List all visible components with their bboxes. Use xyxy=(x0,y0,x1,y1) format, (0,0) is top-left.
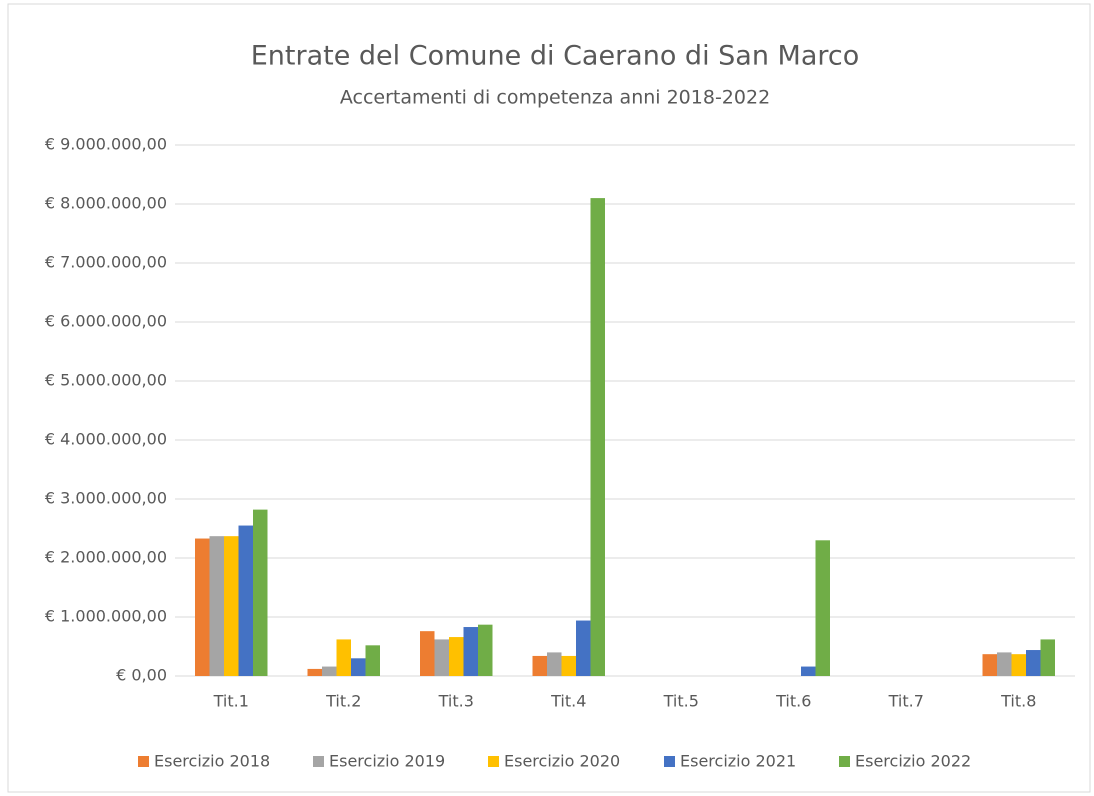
legend-swatch xyxy=(138,756,149,767)
x-tick-label: Tit.4 xyxy=(550,692,586,711)
x-tick-label: Tit.5 xyxy=(663,692,699,711)
x-tick-label: Tit.8 xyxy=(1000,692,1036,711)
legend-label: Esercizio 2021 xyxy=(680,752,796,771)
y-tick-label: € 4.000.000,00 xyxy=(45,430,167,449)
bar xyxy=(590,198,605,676)
bar xyxy=(478,624,493,676)
bar xyxy=(576,620,591,676)
y-tick-label: € 9.000.000,00 xyxy=(45,135,167,154)
bar xyxy=(997,652,1012,676)
legend-label: Esercizio 2018 xyxy=(154,752,270,771)
legend-label: Esercizio 2022 xyxy=(855,752,971,771)
legend-swatch xyxy=(664,756,675,767)
bar xyxy=(982,654,997,676)
chart-title: Entrate del Comune di Caerano di San Mar… xyxy=(251,41,860,72)
bar xyxy=(449,637,464,676)
y-tick-label: € 3.000.000,00 xyxy=(45,489,167,508)
legend-label: Esercizio 2020 xyxy=(504,752,620,771)
y-tick-label: € 0,00 xyxy=(116,666,167,685)
bar xyxy=(209,536,224,676)
x-tick-label: Tit.6 xyxy=(775,692,811,711)
bar xyxy=(1040,639,1055,676)
bar xyxy=(434,639,449,676)
x-tick-label: Tit.2 xyxy=(325,692,361,711)
bar xyxy=(1011,654,1026,676)
bar xyxy=(532,655,547,676)
bar xyxy=(420,631,435,676)
bar xyxy=(463,627,478,676)
bar xyxy=(815,540,830,676)
bar xyxy=(351,658,366,676)
bar xyxy=(322,666,337,676)
legend-swatch xyxy=(313,756,324,767)
bar xyxy=(307,668,322,676)
bar xyxy=(365,645,380,676)
x-tick-label: Tit.7 xyxy=(888,692,924,711)
bar xyxy=(224,536,239,676)
y-tick-label: € 2.000.000,00 xyxy=(45,548,167,567)
bar xyxy=(801,666,816,676)
legend-swatch xyxy=(488,756,499,767)
x-tick-label: Tit.1 xyxy=(213,692,249,711)
bar xyxy=(238,525,253,676)
legend-label: Esercizio 2019 xyxy=(329,752,445,771)
chart-subtitle: Accertamenti di competenza anni 2018-202… xyxy=(340,87,770,109)
y-tick-label: € 6.000.000,00 xyxy=(45,312,167,331)
y-tick-label: € 8.000.000,00 xyxy=(45,194,167,213)
bar xyxy=(195,538,210,676)
y-tick-label: € 5.000.000,00 xyxy=(45,371,167,390)
legend-swatch xyxy=(839,756,850,767)
y-tick-label: € 1.000.000,00 xyxy=(45,607,167,626)
bar xyxy=(253,509,268,676)
bar xyxy=(336,639,351,676)
x-tick-label: Tit.3 xyxy=(438,692,474,711)
bar xyxy=(561,655,576,676)
bar xyxy=(1026,650,1041,676)
y-tick-label: € 7.000.000,00 xyxy=(45,253,167,272)
bar xyxy=(547,652,562,676)
